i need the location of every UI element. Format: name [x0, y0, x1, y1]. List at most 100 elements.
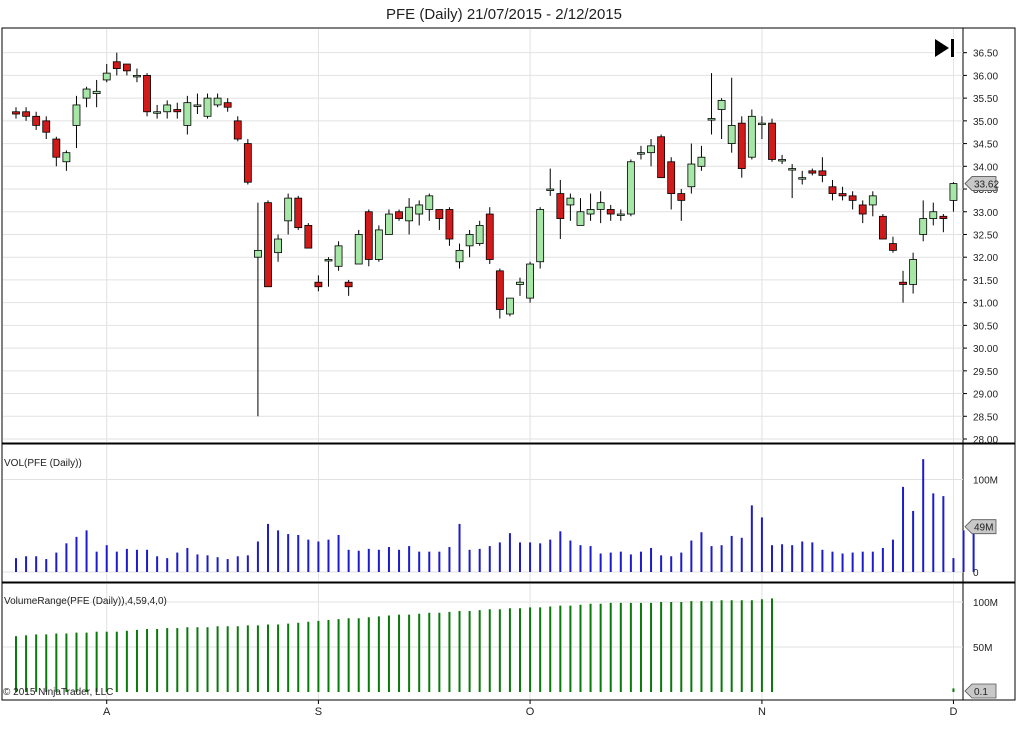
price-tick-label: 32.50 [973, 230, 998, 241]
candle-body [758, 122, 766, 126]
candle-body [939, 215, 948, 219]
candle-body [919, 218, 928, 235]
candle-body [707, 118, 716, 121]
candle-body [566, 197, 575, 206]
candle-body [667, 161, 676, 194]
candle-body [768, 122, 776, 160]
candle-body [334, 245, 343, 267]
price-tick-label: 36.00 [973, 71, 998, 82]
price-tick-label: 31.50 [973, 276, 998, 287]
x-tick-label: S [315, 706, 322, 718]
candle-body [223, 102, 232, 108]
candle-body [304, 224, 313, 249]
volume-range-panel [15, 598, 955, 692]
grid-lines [3, 29, 963, 699]
price-tick-label: 36.50 [973, 49, 998, 60]
candle-body [475, 224, 484, 244]
volume-range-panel-label: VolumeRange(PFE (Daily)),4,59,4,0) [4, 596, 167, 607]
candle-body [526, 263, 534, 299]
x-tick-label: O [526, 706, 535, 718]
candle-body [747, 115, 756, 158]
candle-body [203, 97, 212, 117]
price-tick-label: 30.00 [973, 344, 998, 355]
candle-body [647, 145, 655, 154]
candle-body [52, 138, 61, 158]
last-volume-range-tag-text: 0.1 [974, 687, 988, 698]
candle-body [22, 111, 30, 117]
candle-body [626, 161, 635, 215]
panel-frame [1, 443, 1016, 583]
candle-body [243, 143, 252, 183]
x-tick-label: N [758, 706, 766, 718]
candle-body [62, 152, 71, 163]
candle-body [395, 211, 403, 219]
y-axes: 28.00 28.50 29.00 29.50 30.00 30.50 31.00 31.50… [963, 49, 999, 699]
price-tick-label: 35.50 [973, 94, 998, 105]
x-tick-label: A [103, 706, 111, 718]
candle-body [576, 211, 585, 226]
last-volume-tag-text: 49M [974, 523, 993, 534]
candle-body [596, 202, 605, 210]
candle-body [213, 97, 222, 106]
candle-body [586, 209, 595, 215]
candle-body [798, 177, 807, 180]
volume-range-tick-label: 50M [973, 643, 992, 654]
candle-body [42, 120, 51, 133]
candle-body [445, 209, 454, 240]
last-price-tag-bg [964, 176, 997, 191]
candle-body [848, 195, 857, 201]
last-volume-tag: 49M [964, 519, 997, 535]
candle-body [254, 249, 262, 258]
chart-title: PFE (Daily) 21/07/2015 - 2/12/2015 [386, 6, 622, 23]
last-price-tag: 33.62 [964, 176, 999, 191]
candle-body [122, 63, 131, 72]
candle-body [12, 111, 20, 115]
candle-body [102, 72, 111, 81]
candle-body [616, 213, 625, 216]
candle-body [949, 183, 958, 201]
price-tick-label: 29.50 [973, 367, 998, 378]
candle-body [183, 102, 192, 126]
candle-body [435, 209, 444, 219]
candle-body [506, 297, 514, 315]
skip-to-end-icon[interactable] [934, 38, 956, 58]
price-tick-label: 34.50 [973, 140, 998, 151]
volume-panel-label: VOL(PFE (Daily)) [4, 458, 82, 469]
price-tick-label: 31.00 [973, 299, 998, 310]
candle-body [516, 281, 524, 285]
candle-body [929, 211, 938, 219]
price-tick-label: 33.00 [973, 208, 998, 219]
candle-body [737, 122, 746, 169]
candle-body [697, 156, 706, 167]
candle-body [405, 206, 414, 222]
candle-body [717, 99, 726, 110]
candle-body [808, 170, 817, 174]
candle-body [687, 163, 696, 188]
candle-body [485, 213, 494, 260]
candle-body [92, 90, 101, 94]
candle-body [858, 204, 867, 215]
last-volume-range-tag: 0.1 [964, 683, 997, 699]
candle-body [637, 152, 645, 155]
price-tick-label: 32.00 [973, 253, 998, 264]
candle-body [818, 170, 827, 176]
candle-body [878, 215, 887, 240]
volume-tick-label: 100M [973, 476, 998, 487]
candle-body [556, 193, 565, 219]
candle-body [727, 124, 736, 144]
candle-body [163, 104, 172, 113]
candle-body [495, 270, 504, 310]
price-tick-label: 29.00 [973, 390, 998, 401]
volume-range-tick-label: 100M [973, 598, 998, 609]
candle-body [546, 188, 555, 191]
candle-body [153, 111, 162, 114]
panel-frame [1, 27, 1016, 444]
last-price-tag-text: 33.62 [974, 180, 999, 191]
candle-body [364, 211, 373, 260]
candle-body [133, 75, 141, 78]
volume-tick-label: 0 [973, 568, 979, 579]
candle-body [465, 234, 474, 247]
